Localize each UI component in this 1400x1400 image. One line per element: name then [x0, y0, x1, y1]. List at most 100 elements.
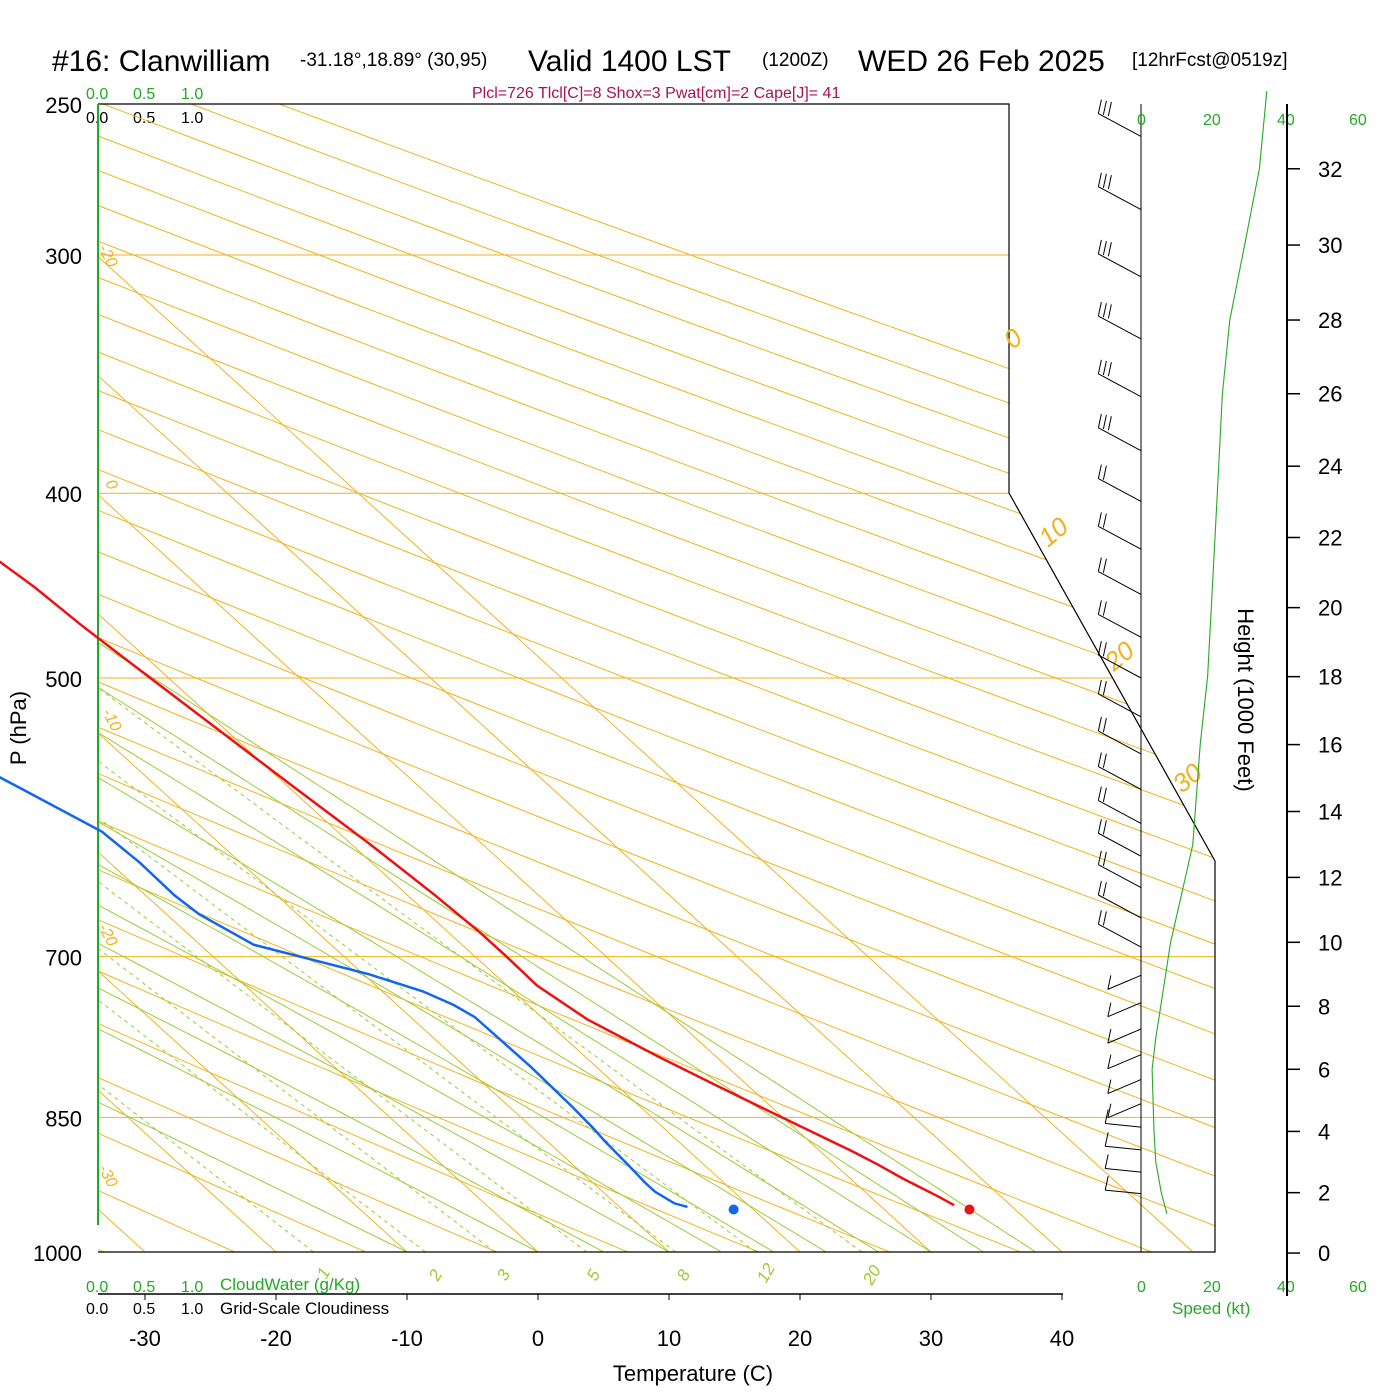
wind-feather [1097, 716, 1102, 732]
bottom-cloudiness-tick: 1.0 [181, 1301, 203, 1318]
wind-feather [1097, 752, 1102, 767]
pressure-label: 850 [45, 1106, 82, 1131]
isotherm-lines [98, 104, 1194, 1252]
pressure-label: 1000 [33, 1241, 82, 1266]
wind-feather [1107, 1054, 1112, 1069]
top-cloudiness-tick: 0.5 [133, 110, 155, 127]
temperature-tick-label: 30 [919, 1326, 943, 1351]
speed-label: Speed (kt) [1172, 1299, 1250, 1318]
wind-barb [1098, 373, 1142, 398]
wind-barb [1098, 525, 1142, 550]
height-tick-label: 0 [1318, 1241, 1330, 1266]
wind-feather [1107, 1103, 1112, 1118]
moist-adiabat [98, 104, 604, 1252]
dry-adiabat [98, 104, 1215, 1252]
wind-feather [1102, 303, 1107, 318]
dry-adiabat [98, 104, 366, 1252]
height-tick-label: 16 [1318, 733, 1342, 758]
wind-feather [1107, 1079, 1112, 1094]
height-tick-label: 12 [1318, 865, 1342, 890]
wind-speed-curve [1151, 91, 1268, 1215]
bottom-cloudiness-tick: 0.0 [86, 1301, 108, 1318]
dry-adiabat [98, 104, 1152, 1252]
isotherm-labels: -30 -20 -10 0 -20 0 10 20 30 [94, 242, 1208, 1190]
forecast-date: WED 26 Feb 2025 [858, 45, 1105, 78]
wind-feather [1102, 787, 1107, 802]
wind-feather [1107, 362, 1112, 377]
station-coords: -31.18°,18.89° (30,95) [300, 50, 487, 71]
bottom-cloudwater-tick: 1.0 [181, 1279, 203, 1296]
top-cloudiness-tick: 1.0 [181, 110, 203, 127]
wind-barb [1098, 478, 1142, 502]
dry-adiabat [98, 104, 1215, 1252]
dry-adiabat [98, 104, 1215, 1252]
height-tick-label: 2 [1318, 1181, 1330, 1206]
speed-tick-top: 0 [1137, 112, 1146, 129]
bottom-cloudiness-tick: 0.5 [133, 1301, 155, 1318]
top-cloudwater-tick: 0.0 [86, 86, 108, 103]
surface-temperature-marker [964, 1204, 975, 1215]
wind-feather [1102, 414, 1107, 430]
wind-feather [1097, 850, 1102, 865]
forecast-info: [12hrFcst@0519z] [1132, 50, 1288, 71]
dry-adiabat [98, 104, 1215, 1252]
moist-adiabat [98, 104, 775, 1252]
wind-feather [1107, 242, 1112, 257]
height-tick-label: 22 [1318, 525, 1342, 550]
wind-feather [1097, 600, 1102, 615]
isotherm-label: -10 [98, 706, 124, 734]
wind-barbs [1097, 99, 1142, 1252]
dry-adiabat [98, 104, 1215, 1252]
station-title: #16: Clanwilliam [52, 45, 270, 78]
mixing-ratio-line [98, 492, 863, 1252]
temperature-tick-label: 40 [1050, 1326, 1074, 1351]
wind-feather [1097, 301, 1102, 317]
wind-barb [1098, 571, 1142, 595]
wind-feather [1102, 240, 1107, 256]
isotherm [98, 104, 539, 1252]
moist-adiabat [98, 104, 539, 1252]
mixing-ratio-line [98, 492, 314, 1252]
wind-barb [1105, 1167, 1142, 1173]
moist-adiabat [98, 104, 670, 1252]
isotherm [98, 104, 801, 1252]
wind-barb [1107, 1002, 1142, 1018]
top-cloudiness-scale: 0.0 0.5 1.0 [86, 110, 203, 127]
mixing-ratio-line [98, 492, 676, 1252]
isotherm-label: 20 [1098, 635, 1141, 678]
wind-feather [1102, 465, 1107, 480]
temperature-tick-label: -20 [260, 1326, 292, 1351]
wind-barb [1098, 253, 1142, 278]
wind-barb [1105, 1123, 1142, 1128]
wind-feather [1102, 360, 1107, 376]
wind-feather [1097, 464, 1102, 479]
dewpoint-profile [0, 776, 688, 1209]
wind-speed-scale: 0 20 40 60 0 20 40 60 Speed (kt) [1137, 112, 1367, 1318]
wind-feather [1107, 304, 1112, 319]
dry-adiabat [98, 104, 890, 1252]
mixing-ratio-label: 12 [753, 1260, 779, 1286]
pressure-axis-label: P (hPa) [6, 691, 31, 765]
wind-feather [1097, 786, 1102, 801]
wind-barb [1107, 1028, 1142, 1044]
wind-feather [1102, 642, 1107, 657]
wind-barb [1107, 1054, 1142, 1070]
isotherm [98, 104, 408, 1252]
dry-adiabat [98, 104, 1215, 1252]
wind-barb [1098, 427, 1142, 452]
height-tick-label: 24 [1318, 454, 1342, 479]
wind-feather [1104, 1154, 1109, 1169]
wind-feather [1097, 910, 1102, 925]
wind-feather [1102, 100, 1107, 115]
temperature-tick-label: 20 [788, 1326, 812, 1351]
dry-adiabat [98, 104, 759, 1252]
wind-feather [1102, 820, 1107, 835]
mixing-ratio-label: 2 [425, 1266, 447, 1285]
wind-feather [1107, 101, 1112, 117]
wind-feather [1102, 911, 1107, 926]
wind-barb [1098, 693, 1142, 718]
temperature-tick-label: -30 [129, 1326, 161, 1351]
dry-adiabat [98, 104, 1215, 1252]
